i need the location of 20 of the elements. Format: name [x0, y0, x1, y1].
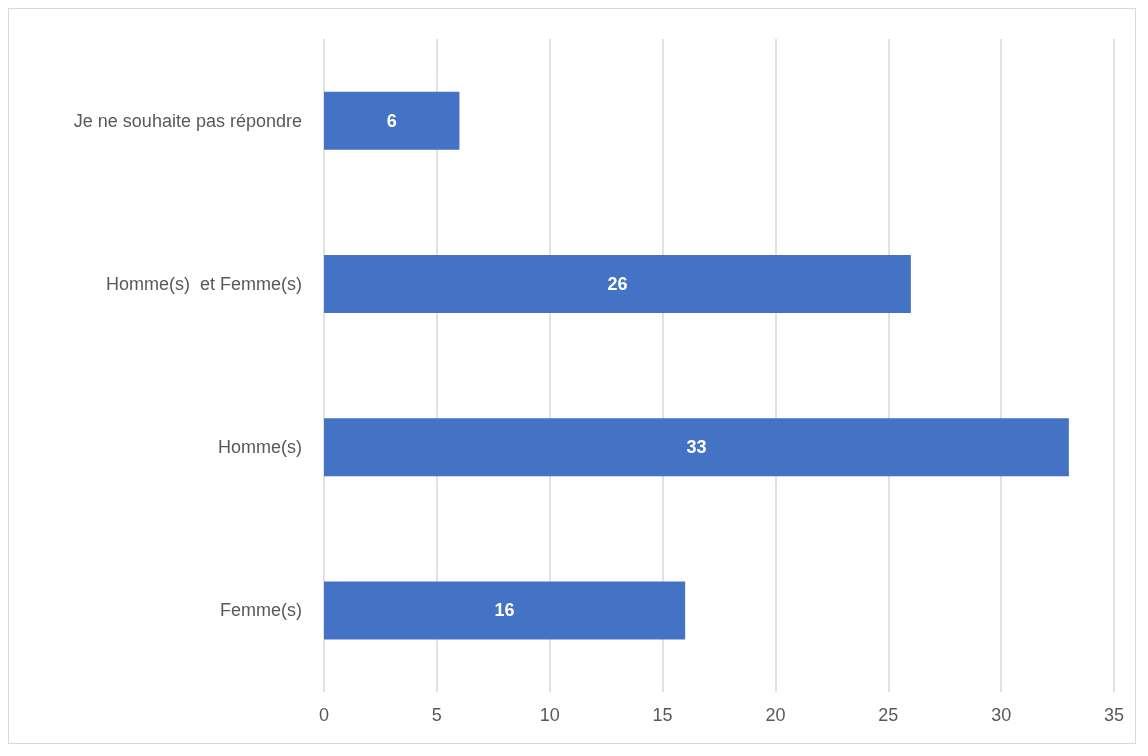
data-label: 33	[686, 437, 707, 458]
bar	[324, 418, 1069, 477]
x-tick-label: 35	[1103, 705, 1125, 725]
x-tick-label: 0	[318, 705, 330, 725]
x-tick-label: 25	[878, 705, 899, 725]
bar	[324, 91, 460, 150]
bar	[324, 581, 686, 640]
x-tick-label: 30	[991, 705, 1012, 725]
y-tick-label: Homme(s) et Femme(s)	[105, 273, 302, 294]
y-tick-label: Homme(s)	[218, 437, 302, 458]
y-tick-label: Femme(s)	[220, 600, 302, 621]
data-label: 6	[386, 110, 397, 131]
y-tick-label: Je ne souhaite pas répondre	[73, 110, 302, 131]
x-tick-label: 20	[765, 705, 786, 725]
x-tick-label: 15	[652, 705, 673, 725]
bar	[324, 254, 911, 313]
data-label: 16	[494, 600, 515, 621]
x-tick-label: 5	[431, 705, 442, 725]
data-label: 26	[607, 273, 628, 294]
x-tick-label: 10	[539, 705, 560, 725]
